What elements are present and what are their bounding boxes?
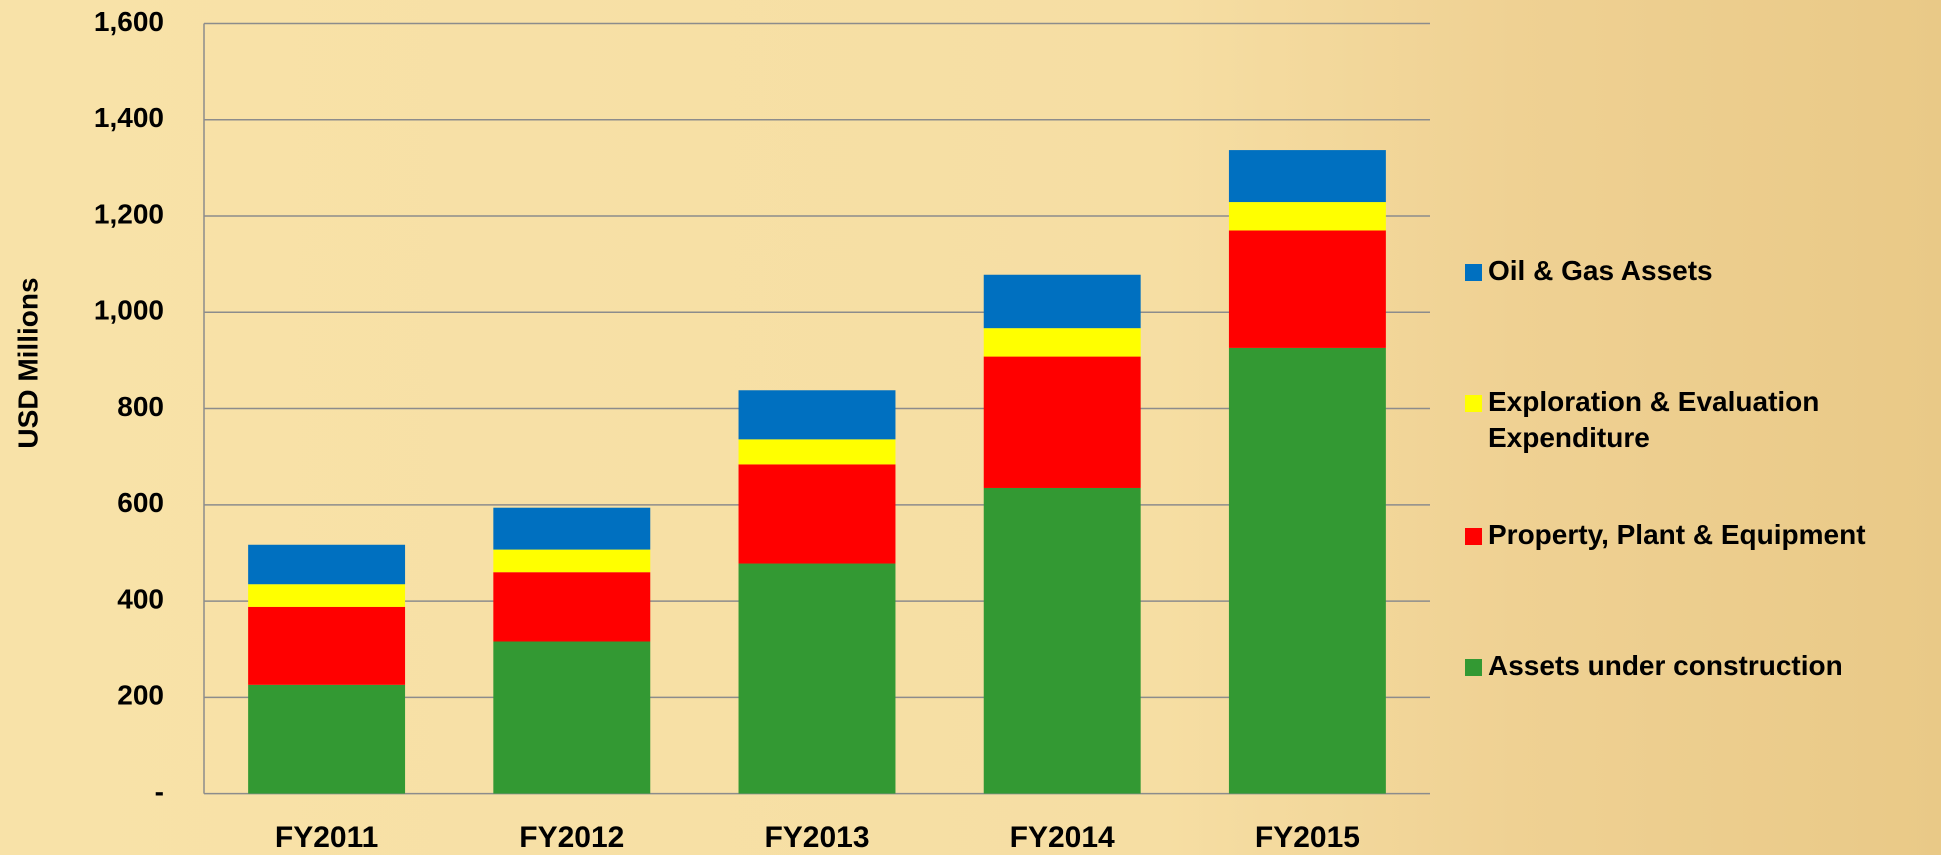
y-tick-label: 800 — [117, 391, 164, 422]
bar-segment — [493, 641, 651, 794]
legend-label: Exploration & Evaluation Expenditure — [1488, 386, 1820, 453]
y-tick-label: - — [155, 776, 164, 807]
bar-segment — [738, 390, 896, 440]
bar-segment — [738, 563, 896, 794]
bar-segment — [983, 274, 1141, 329]
bar-segment — [493, 507, 651, 550]
bar-segment — [248, 606, 406, 685]
bar-segment — [983, 328, 1141, 357]
legend-label: Oil & Gas Assets — [1488, 255, 1713, 286]
y-tick-label: 200 — [117, 680, 164, 711]
bar-segment — [493, 572, 651, 642]
bar-segment — [983, 487, 1141, 794]
legend-swatch — [1465, 528, 1482, 545]
x-tick-label: FY2013 — [764, 821, 869, 854]
bar-segment — [1228, 347, 1386, 794]
x-tick-label: FY2012 — [519, 821, 624, 854]
bar-segment — [738, 439, 896, 465]
legend-swatch — [1465, 264, 1482, 281]
x-tick-label: FY2015 — [1255, 821, 1360, 854]
legend-swatch — [1465, 395, 1482, 412]
y-tick-label: 1,400 — [94, 102, 164, 133]
y-tick-label: 1,000 — [94, 295, 164, 326]
legend-label: Property, Plant & Equipment — [1488, 519, 1866, 550]
y-tick-label: 400 — [117, 583, 164, 614]
y-tick-label: 600 — [117, 487, 164, 518]
bar-segment — [493, 549, 651, 573]
bar-segment — [1228, 202, 1386, 231]
y-tick-label: 1,200 — [94, 198, 164, 229]
x-tick-label: FY2011 — [275, 821, 378, 854]
bar-segment — [248, 684, 406, 794]
bar-segment — [738, 464, 896, 564]
bar-segment — [1228, 150, 1386, 203]
bar-segment — [1228, 230, 1386, 348]
legend-swatch — [1465, 659, 1482, 676]
y-tick-label: 1,600 — [94, 6, 164, 37]
legend-label: Assets under construction — [1488, 650, 1843, 681]
bar-segment — [248, 584, 406, 607]
bar-segment — [248, 544, 406, 585]
bar-segment — [983, 356, 1141, 488]
x-tick-label: FY2014 — [1010, 821, 1115, 854]
y-axis-label: USD Millions — [12, 277, 43, 448]
